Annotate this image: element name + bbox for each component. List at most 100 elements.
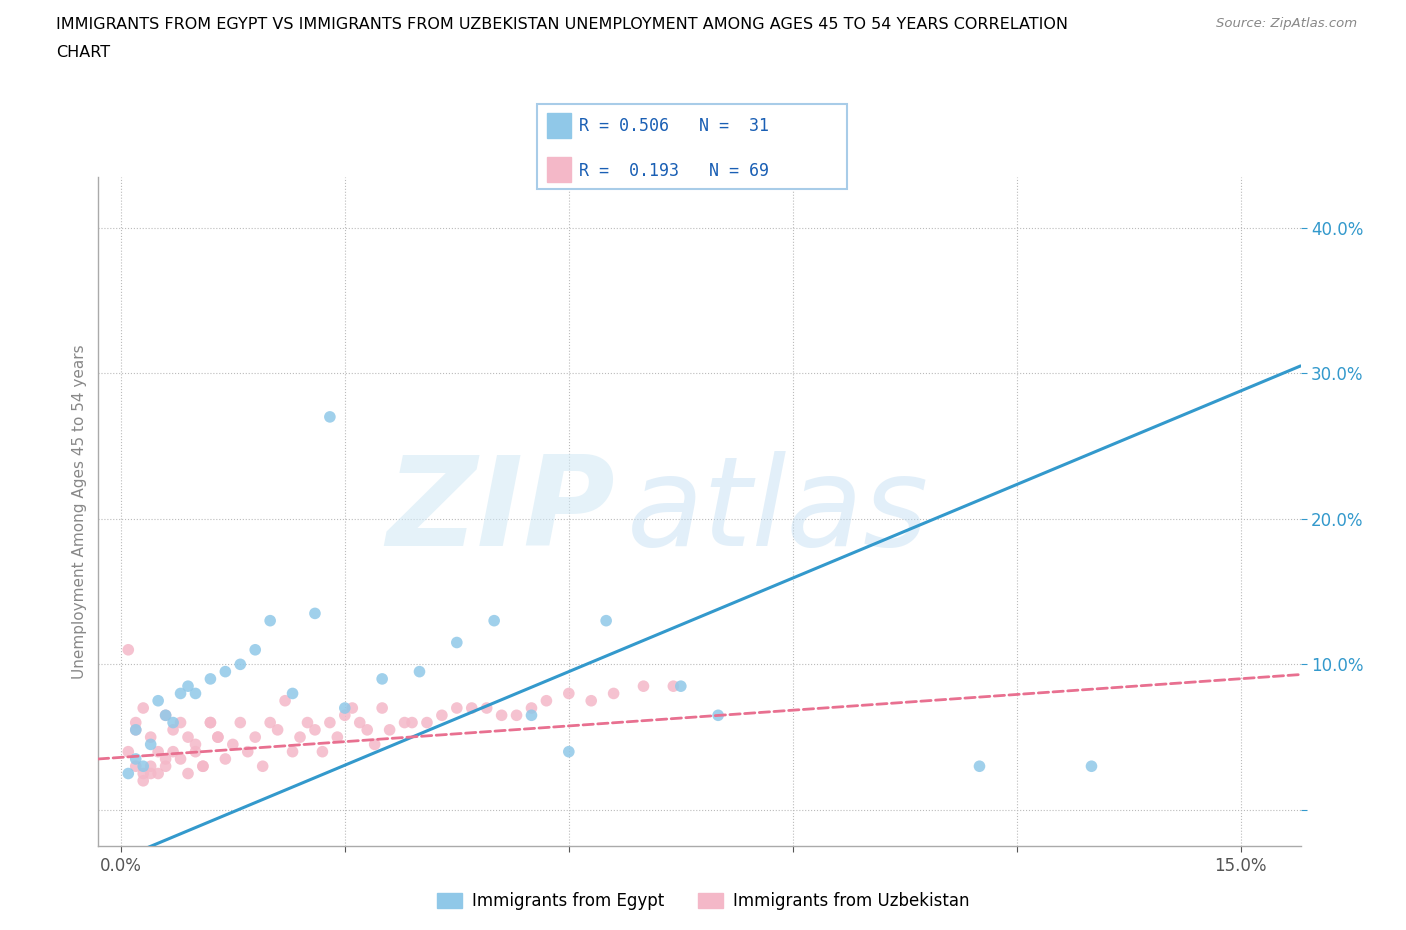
Point — [259, 715, 281, 730]
Legend: Immigrants from Egypt, Immigrants from Uzbekistan: Immigrants from Egypt, Immigrants from U… — [430, 885, 976, 917]
Point — [602, 686, 624, 701]
Point — [236, 744, 259, 759]
Point — [117, 766, 139, 781]
Point — [446, 635, 468, 650]
Point — [430, 708, 453, 723]
Point — [177, 766, 200, 781]
Point — [707, 708, 730, 723]
Point — [177, 679, 200, 694]
Point — [169, 751, 191, 766]
Point — [363, 737, 385, 751]
Point — [191, 759, 214, 774]
Point — [281, 686, 304, 701]
Point — [132, 766, 155, 781]
Point — [125, 751, 148, 766]
Point — [482, 613, 505, 628]
Point — [184, 686, 207, 701]
Point — [132, 774, 155, 789]
Text: CHART: CHART — [56, 45, 110, 60]
Point — [319, 409, 342, 424]
Point — [177, 730, 200, 745]
Point — [207, 730, 229, 745]
Point — [252, 759, 274, 774]
Point — [207, 730, 229, 745]
Point — [520, 700, 543, 715]
Point — [125, 723, 148, 737]
Text: atlas: atlas — [627, 451, 929, 572]
Point — [461, 700, 484, 715]
Point — [229, 657, 252, 671]
Point — [326, 730, 349, 745]
Point — [536, 693, 558, 708]
Point — [669, 679, 692, 694]
Point — [245, 730, 267, 745]
Point — [162, 744, 184, 759]
FancyBboxPatch shape — [537, 104, 848, 189]
Point — [333, 708, 356, 723]
Point — [162, 715, 184, 730]
Point — [146, 766, 169, 781]
Point — [378, 723, 401, 737]
Point — [169, 686, 191, 701]
Point — [408, 664, 430, 679]
Point — [304, 723, 326, 737]
Point — [146, 744, 169, 759]
Point — [132, 759, 155, 774]
Point — [139, 766, 162, 781]
Text: IMMIGRANTS FROM EGYPT VS IMMIGRANTS FROM UZBEKISTAN UNEMPLOYMENT AMONG AGES 45 T: IMMIGRANTS FROM EGYPT VS IMMIGRANTS FROM… — [56, 17, 1069, 32]
Point — [200, 715, 222, 730]
Point — [349, 715, 371, 730]
Point — [117, 643, 139, 658]
Point — [356, 723, 378, 737]
Point — [969, 759, 991, 774]
Point — [132, 700, 155, 715]
Point — [662, 679, 685, 694]
Point — [139, 759, 162, 774]
Point — [475, 700, 498, 715]
Text: ZIP: ZIP — [387, 451, 616, 572]
Point — [169, 715, 191, 730]
Point — [229, 715, 252, 730]
Point — [371, 671, 394, 686]
Point — [288, 730, 311, 745]
Point — [259, 613, 281, 628]
Y-axis label: Unemployment Among Ages 45 to 54 years: Unemployment Among Ages 45 to 54 years — [72, 344, 87, 679]
Point — [200, 671, 222, 686]
Point — [184, 737, 207, 751]
Point — [266, 723, 288, 737]
Point — [146, 693, 169, 708]
Point — [446, 700, 468, 715]
Point — [579, 693, 602, 708]
Point — [297, 715, 319, 730]
Point — [333, 700, 356, 715]
Point — [245, 643, 267, 658]
Point — [274, 693, 297, 708]
Point — [281, 744, 304, 759]
Point — [558, 744, 581, 759]
Point — [214, 664, 236, 679]
Point — [505, 708, 527, 723]
Point — [319, 715, 342, 730]
Text: R = 0.506   N =  31: R = 0.506 N = 31 — [579, 117, 769, 135]
Point — [184, 744, 207, 759]
Point — [558, 686, 581, 701]
Point — [214, 751, 236, 766]
Point — [125, 723, 148, 737]
Point — [520, 708, 543, 723]
Point — [222, 737, 245, 751]
Point — [155, 708, 177, 723]
Point — [491, 708, 513, 723]
Point — [155, 708, 177, 723]
Point — [1080, 759, 1102, 774]
Point — [401, 715, 423, 730]
Point — [139, 737, 162, 751]
Text: R =  0.193   N = 69: R = 0.193 N = 69 — [579, 162, 769, 180]
Bar — [547, 157, 571, 182]
Point — [304, 606, 326, 621]
Point — [633, 679, 655, 694]
Point — [155, 751, 177, 766]
Point — [191, 759, 214, 774]
Point — [155, 759, 177, 774]
Point — [200, 715, 222, 730]
Point — [595, 613, 617, 628]
